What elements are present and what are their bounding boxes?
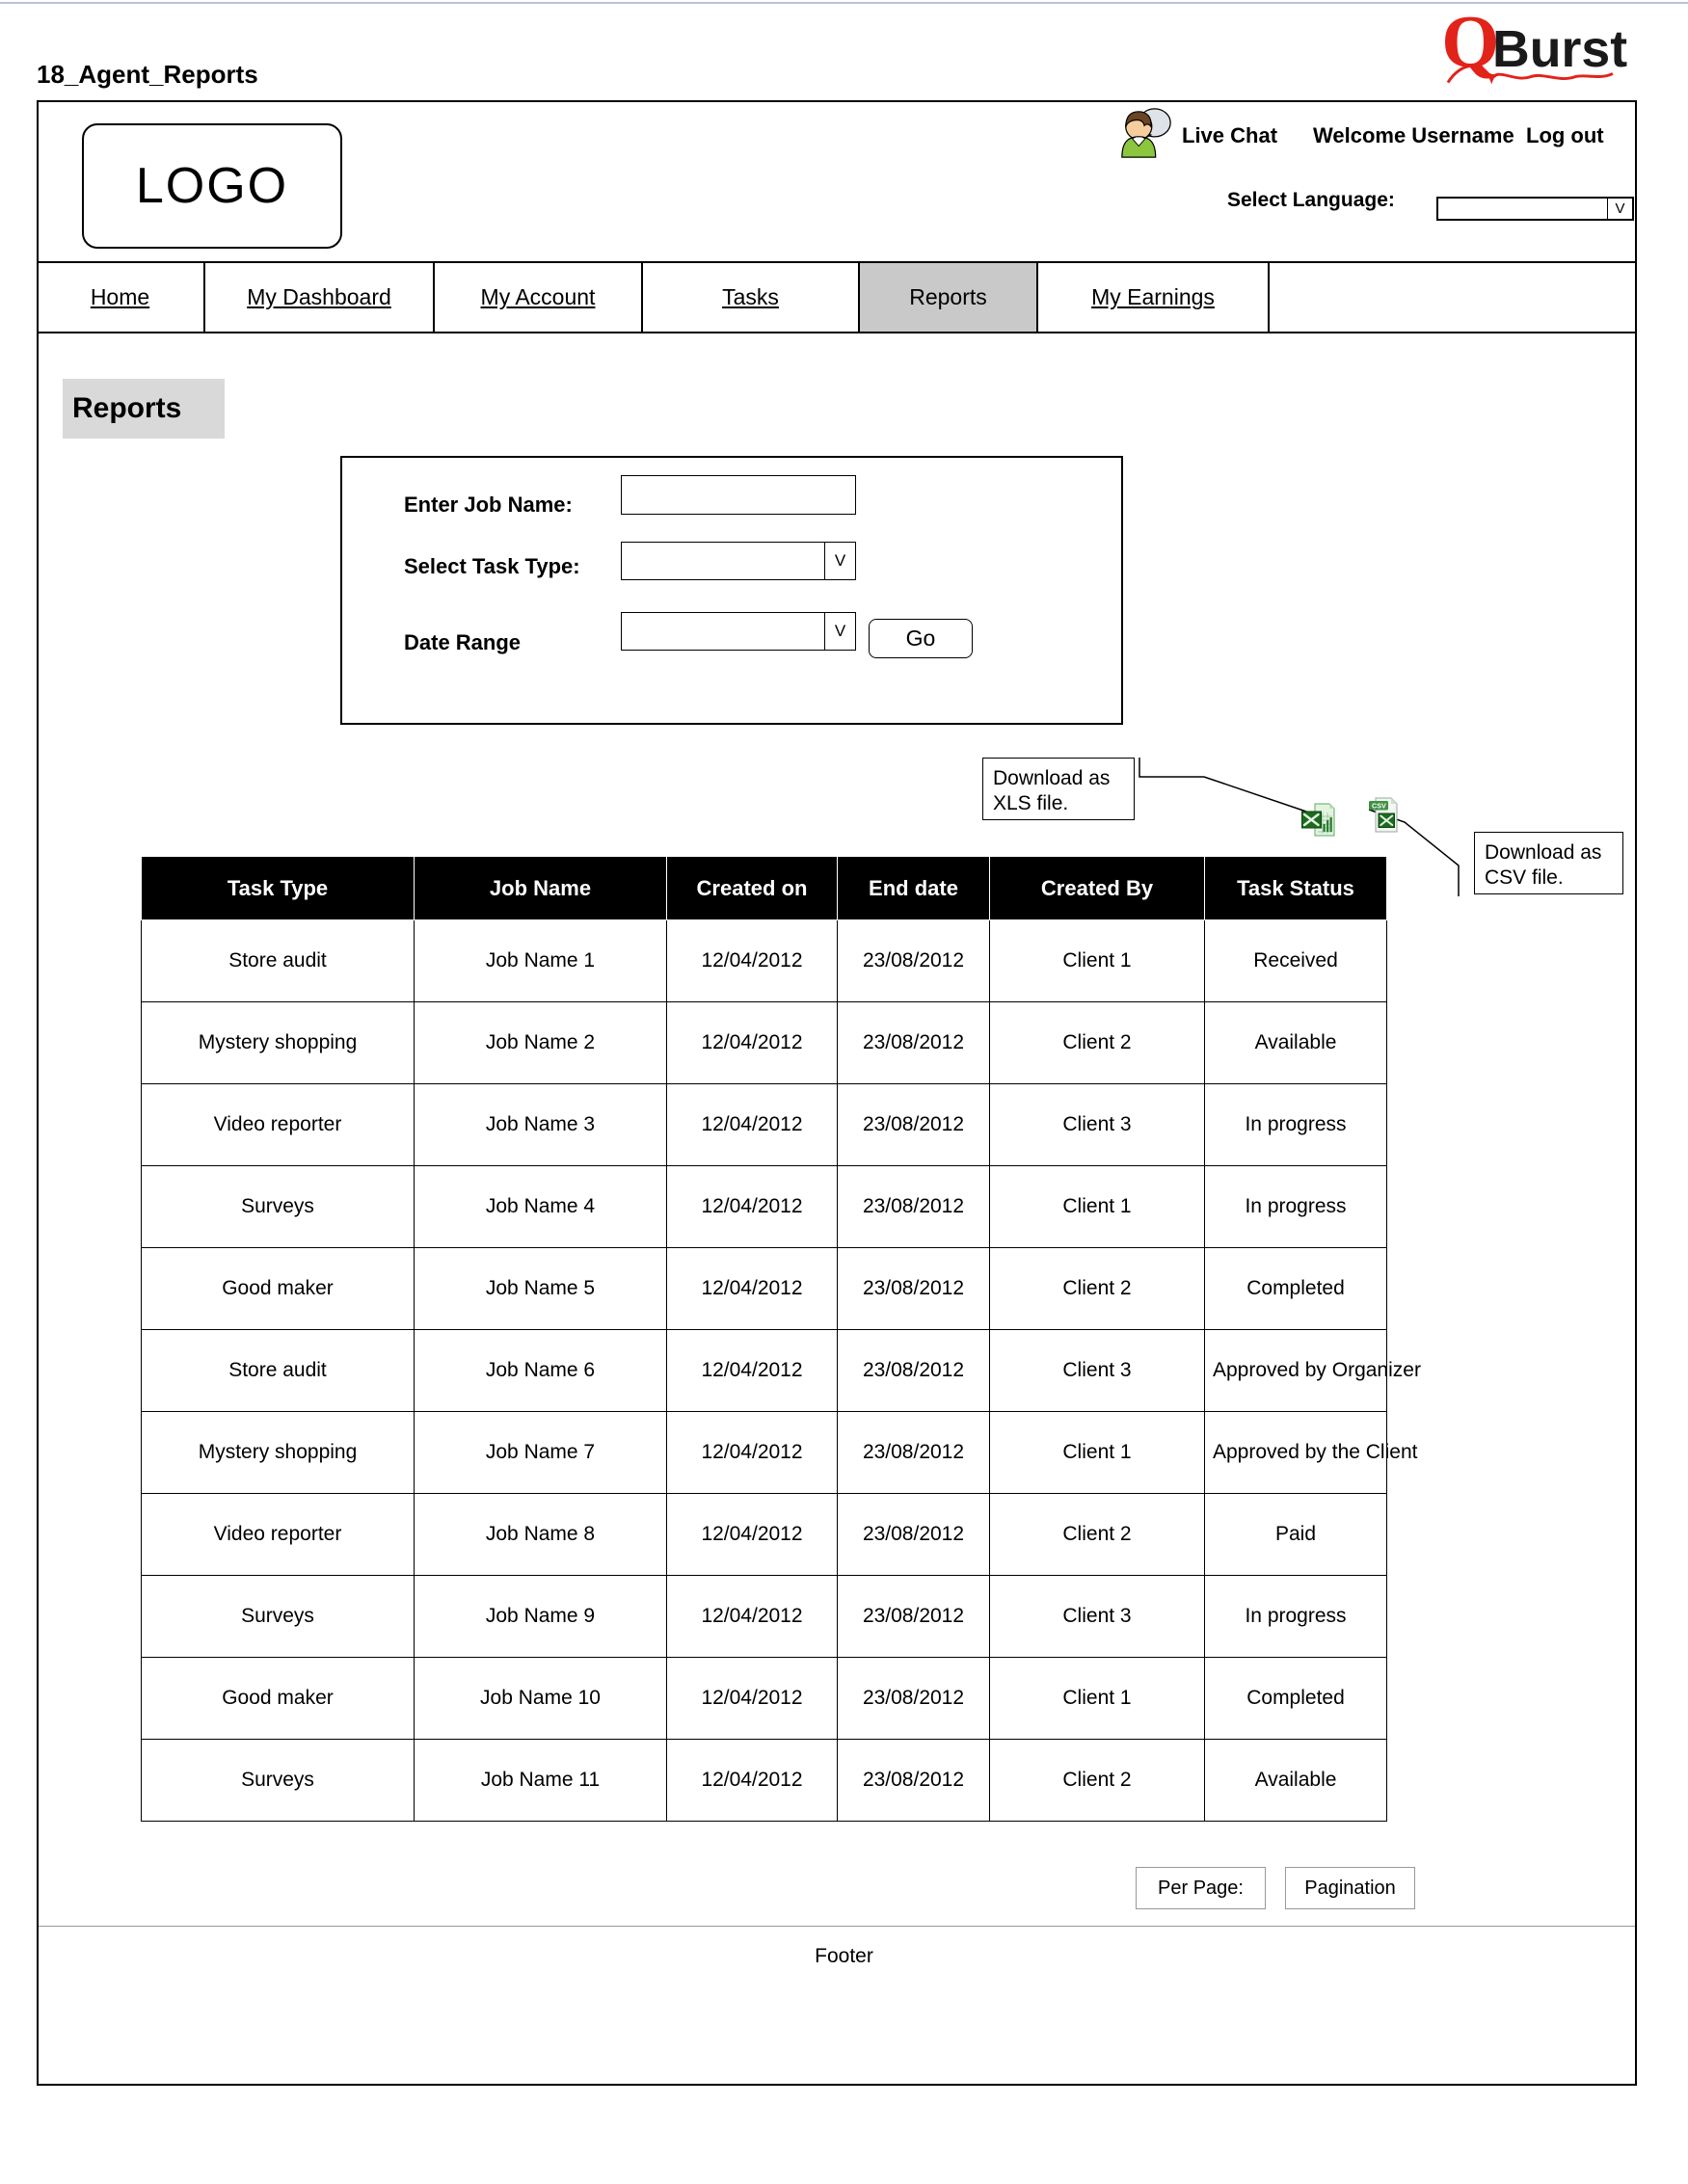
svg-text:CSV: CSV — [1372, 802, 1386, 811]
